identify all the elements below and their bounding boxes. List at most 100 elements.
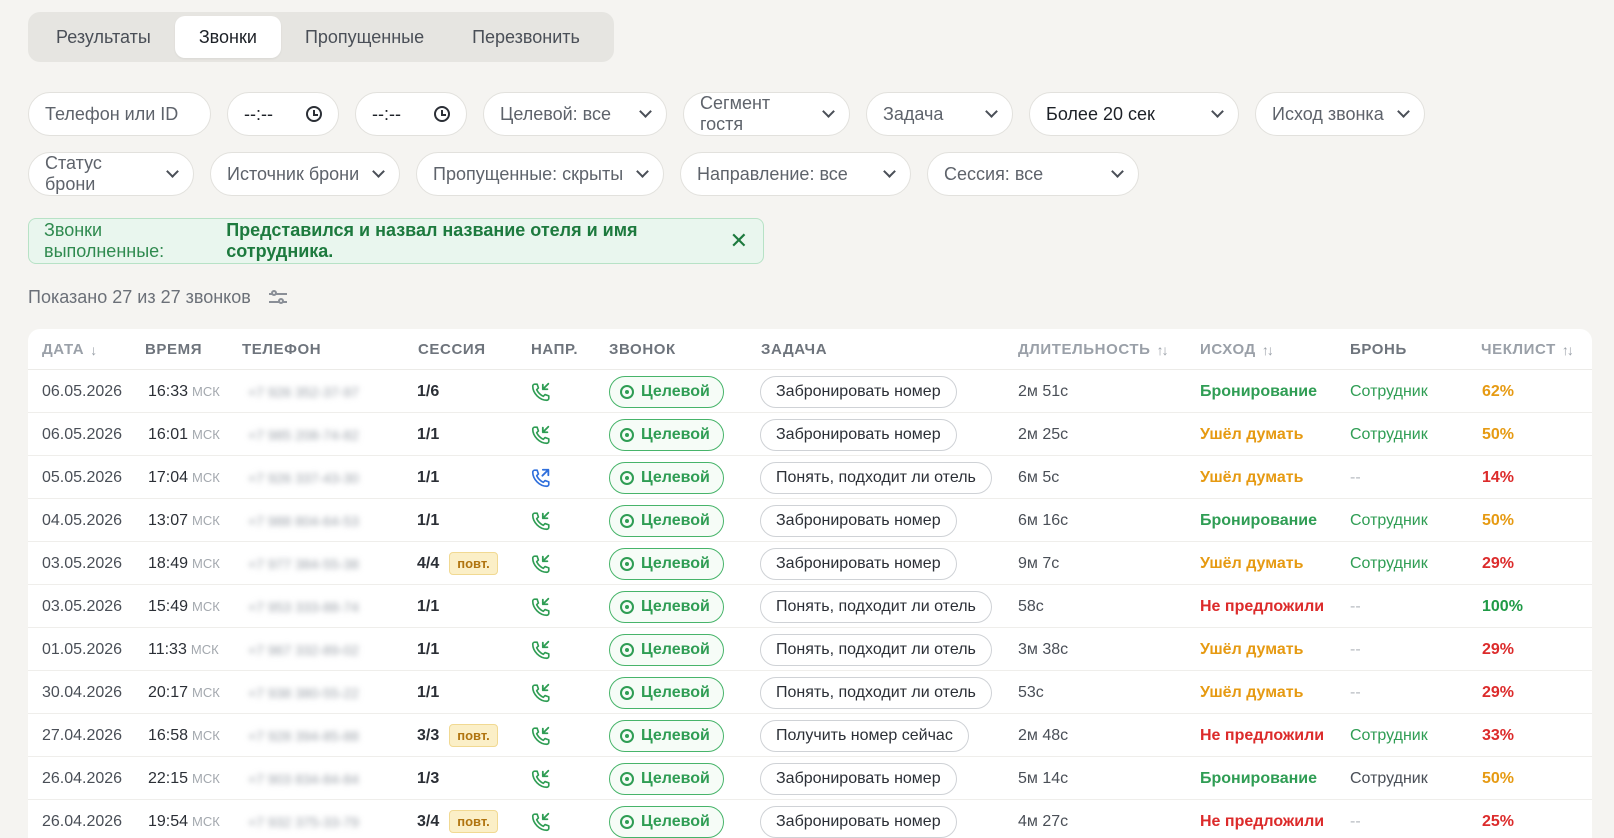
row-phone[interactable]: +7 926 352-37-97 (248, 383, 359, 400)
table-row[interactable]: 03.05.2026 15:49 МСК +7 953 333-88-74 1/1 Цел… (28, 585, 1592, 628)
duration-filter-select[interactable]: Более 20 сек (1029, 92, 1239, 136)
booking-source-select[interactable]: Источник брони (210, 152, 400, 196)
tab-calls[interactable]: Звонки (174, 16, 281, 58)
row-checklist[interactable]: 25% (1482, 812, 1515, 830)
col-duration[interactable]: ДЛИТЕЛЬНОСТЬ ↑↓ (1018, 341, 1169, 358)
target-badge[interactable]: Целевой (609, 762, 724, 795)
task-badge[interactable]: Понять, подходит ли отель (760, 590, 992, 623)
target-badge-label: Целевой (641, 726, 710, 744)
row-checklist[interactable]: 33% (1482, 726, 1515, 744)
row-phone[interactable]: +7 953 333-88-74 (248, 598, 359, 615)
col-date[interactable]: ДАТА ↓ (42, 341, 98, 358)
target-icon (620, 556, 634, 571)
chevron-down-icon (1211, 105, 1224, 118)
outcome-filter-select[interactable]: Исход звонка (1255, 92, 1425, 136)
table-row[interactable]: 27.04.2026 16:58 МСК +7 928 394-85-88 3/3 пов… (28, 714, 1592, 757)
banner-value: Представился и назвал название отеля и и… (226, 220, 638, 261)
time-from-input[interactable]: --:-- (227, 92, 339, 136)
row-checklist[interactable]: 29% (1482, 554, 1515, 572)
row-call-type: Целевой (609, 714, 724, 757)
target-badge[interactable]: Целевой (609, 418, 724, 451)
time-to-input[interactable]: --:-- (355, 92, 467, 136)
task-badge[interactable]: Забронировать номер (760, 418, 957, 451)
segment-filter-select[interactable]: Сегмент гостя (683, 92, 850, 136)
col-checklist[interactable]: ЧЕКЛИСТ ↑↓ (1481, 341, 1574, 358)
row-checklist[interactable]: 29% (1482, 640, 1515, 658)
target-badge-label: Целевой (641, 769, 710, 787)
task-badge[interactable]: Понять, подходит ли отель (760, 633, 992, 666)
row-checklist[interactable]: 62% (1482, 382, 1515, 400)
table-row[interactable]: 06.05.2026 16:33 МСК +7 926 352-37-97 1/6 Цел… (28, 370, 1592, 413)
task-badge[interactable]: Забронировать номер (760, 547, 957, 580)
task-badge[interactable]: Понять, подходит ли отель (760, 461, 992, 494)
row-call-type: Целевой (609, 542, 724, 585)
row-checklist[interactable]: 14% (1482, 468, 1515, 486)
row-timezone: МСК (192, 513, 220, 528)
target-badge[interactable]: Целевой (609, 547, 724, 580)
task-badge[interactable]: Забронировать номер (760, 504, 957, 537)
tab-results[interactable]: Результаты (56, 26, 151, 47)
sort-icon: ↑↓ (1561, 341, 1574, 358)
row-checklist[interactable]: 29% (1482, 683, 1515, 701)
target-badge[interactable]: Целевой (609, 504, 724, 537)
tab-missed[interactable]: Пропущенные (304, 26, 425, 47)
table-row[interactable]: 03.05.2026 18:49 МСК +7 977 384-55-38 4/4 пов… (28, 542, 1592, 585)
table-row[interactable]: 04.05.2026 13:07 МСК +7 988 804-64-53 1/1 Цел… (28, 499, 1592, 542)
clock-icon[interactable] (306, 106, 322, 122)
row-checklist[interactable]: 50% (1482, 425, 1515, 443)
session-filter-select[interactable]: Сессия: все (927, 152, 1139, 196)
task-badge[interactable]: Забронировать номер (760, 375, 957, 408)
row-checklist[interactable]: 50% (1482, 511, 1515, 529)
row-phone[interactable]: +7 988 804-64-53 (248, 512, 359, 529)
target-badge[interactable]: Целевой (609, 375, 724, 408)
task-badge[interactable]: Забронировать номер (760, 805, 957, 838)
row-call-type: Целевой (609, 585, 724, 628)
results-count-text: Показано 27 из 27 звонков (28, 287, 251, 307)
booking-status-select[interactable]: Статус брони (28, 152, 194, 196)
clock-icon[interactable] (434, 106, 450, 122)
table-row[interactable]: 01.05.2026 11:33 МСК +7 967 332-89-02 1/1 Цел… (28, 628, 1592, 671)
row-call-type: Целевой (609, 413, 724, 456)
row-phone[interactable]: +7 985 208-74-82 (248, 426, 359, 443)
target-badge[interactable]: Целевой (609, 461, 724, 494)
target-filter-select[interactable]: Целевой: все (483, 92, 667, 136)
target-badge-label: Целевой (641, 511, 710, 529)
table-row[interactable]: 26.04.2026 19:54 МСК +7 932 375-33-79 3/4 пов… (28, 800, 1592, 838)
target-icon (620, 642, 634, 657)
direction-filter-select[interactable]: Направление: все (680, 152, 911, 196)
phone-or-id-input[interactable]: Телефон или ID (28, 92, 211, 136)
close-icon[interactable]: ✕ (729, 228, 748, 253)
row-duration: 58с (1018, 597, 1044, 615)
task-filter-select[interactable]: Задача (866, 92, 1013, 136)
target-badge[interactable]: Целевой (609, 633, 724, 666)
row-time-value: 16:01 (148, 425, 189, 443)
row-phone[interactable]: +7 977 384-55-38 (248, 555, 359, 572)
row-time-value: 11:33 (148, 640, 187, 658)
row-phone[interactable]: +7 926 337-43-30 (248, 469, 359, 486)
table-row[interactable]: 26.04.2026 22:15 МСК +7 903 834-84-84 1/3 Цел… (28, 757, 1592, 800)
task-badge[interactable]: Понять, подходит ли отель (760, 676, 992, 709)
col-outcome[interactable]: ИСХОД ↑↓ (1200, 341, 1274, 358)
table-row[interactable]: 05.05.2026 17:04 МСК +7 926 337-43-30 1/1 Цел… (28, 456, 1592, 499)
column-settings-icon[interactable] (268, 289, 287, 306)
row-phone[interactable]: +7 967 332-89-02 (248, 641, 359, 658)
row-checklist[interactable]: 50% (1482, 769, 1515, 787)
missed-filter-select[interactable]: Пропущенные: скрыты (416, 152, 664, 196)
row-phone[interactable]: +7 932 375-33-79 (248, 813, 359, 830)
table-row[interactable]: 30.04.2026 20:17 МСК +7 938 380-55-22 1/1 Цел… (28, 671, 1592, 714)
row-phone[interactable]: +7 938 380-55-22 (248, 684, 359, 701)
target-badge[interactable]: Целевой (609, 805, 724, 838)
target-badge[interactable]: Целевой (609, 719, 724, 752)
row-checklist[interactable]: 100% (1482, 597, 1523, 615)
table-row[interactable]: 06.05.2026 16:01 МСК +7 985 208-74-82 1/1 Цел… (28, 413, 1592, 456)
row-phone[interactable]: +7 903 834-84-84 (248, 770, 359, 787)
target-badge[interactable]: Целевой (609, 676, 724, 709)
task-badge[interactable]: Забронировать номер (760, 762, 957, 795)
target-badge[interactable]: Целевой (609, 590, 724, 623)
task-badge[interactable]: Получить номер сейчас (760, 719, 969, 752)
row-session: 1/1 (417, 628, 439, 671)
booking-status-label: Статус брони (45, 153, 102, 194)
row-phone[interactable]: +7 928 394-85-88 (248, 727, 359, 744)
filters-row-1: Телефон или ID --:-- --:-- Целевой: все … (28, 92, 1425, 136)
tab-callback[interactable]: Перезвонить (472, 26, 580, 47)
